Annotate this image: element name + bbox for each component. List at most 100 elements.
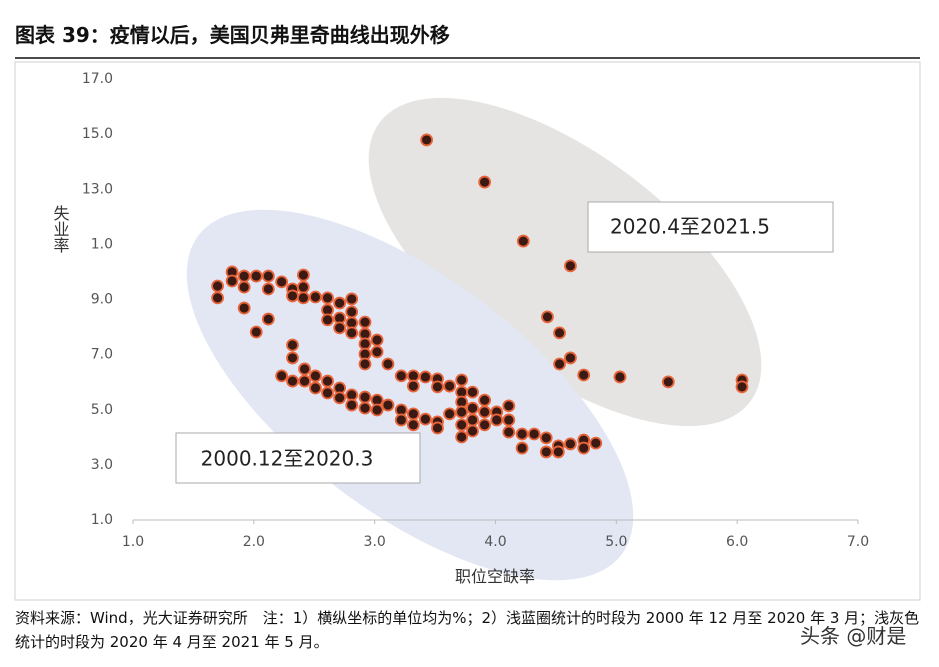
x-tick-label: 5.0 [605,534,627,550]
point [321,374,334,388]
point [527,427,541,441]
point [478,175,492,189]
y-tick-label: 15.0 [82,126,113,142]
x-tick-label: 6.0 [726,534,748,550]
point [589,436,603,450]
point [431,380,444,394]
point [381,398,395,412]
point [358,401,372,415]
point [553,326,566,340]
point [345,292,359,306]
y-tick-label: 1.0 [91,236,113,252]
point [443,407,456,421]
point [381,357,395,371]
point [286,351,299,365]
point [237,301,251,315]
point [613,370,627,384]
point [261,312,275,326]
point [237,269,251,283]
point [515,441,529,455]
x-tick-label: 3.0 [364,534,386,550]
gray-ellipse [368,97,762,427]
point [406,379,420,393]
point [564,259,577,273]
point [296,268,310,282]
y-tick-label: 17.0 [82,71,113,87]
point [321,291,334,305]
point [541,310,554,324]
point [394,413,408,427]
point [261,282,275,296]
chart-title: 图表 39：疫情以后，美国贝弗里奇曲线出现外移 [15,23,450,47]
blue-ellipse [186,209,634,581]
point [321,386,334,400]
point [502,399,516,413]
point [286,289,299,303]
point [358,315,372,329]
point [321,313,334,327]
point [490,413,504,427]
point [345,326,359,340]
point [420,133,434,147]
point [249,269,263,283]
point [345,398,359,412]
point [478,405,492,419]
point [564,437,577,451]
point [515,427,529,441]
point [275,275,289,289]
point [406,418,420,432]
point [358,390,372,404]
point [577,368,591,382]
point [237,280,251,294]
y-tick-label: 9.0 [91,292,113,308]
point [516,234,530,248]
source-note: 资料来源：Wind，光大证券研究所 注：1）横纵坐标的单位均为%；2）浅蓝圈统计… [15,609,920,651]
point [296,291,310,305]
point [333,321,347,335]
annotation: 2020.4至2021.5 [610,215,770,239]
point [333,296,347,310]
point [298,362,311,376]
point [551,445,565,459]
x-tick-label: 7.0 [847,534,869,550]
point [333,391,347,405]
point [296,280,310,294]
point [249,325,263,339]
y-tick-label: 7.0 [91,347,113,363]
point [211,279,224,293]
point [455,405,469,419]
y-tick-label: 1.0 [91,512,113,528]
x-tick-label: 1.0 [122,534,144,550]
x-tick-label: 2.0 [243,534,265,550]
point [466,424,479,438]
annotation-box [175,432,421,484]
x-tick-label: 4.0 [484,534,506,550]
point [309,369,322,383]
chart: 图表 39：疫情以后，美国贝弗里奇曲线出现外移 1.0 2.0 3.0 4.0 5.0 6… [14,23,921,601]
point [370,345,384,359]
point [419,370,432,384]
point [502,425,516,439]
point [309,290,322,304]
annotation: 2000.12至2020.3 [201,447,374,471]
point [577,441,591,455]
point [502,413,516,427]
point [539,445,553,459]
point [261,269,275,283]
point [478,393,492,407]
point [358,357,372,371]
point [345,305,359,319]
point [466,385,479,399]
point [735,380,749,394]
annotation-box [587,201,834,253]
point [309,381,322,395]
point [661,375,675,389]
point [466,413,479,427]
point [406,407,420,421]
y-tick-label: 3.0 [91,457,113,473]
point [419,412,432,426]
point [370,333,384,347]
point [455,373,469,387]
point [275,369,289,383]
